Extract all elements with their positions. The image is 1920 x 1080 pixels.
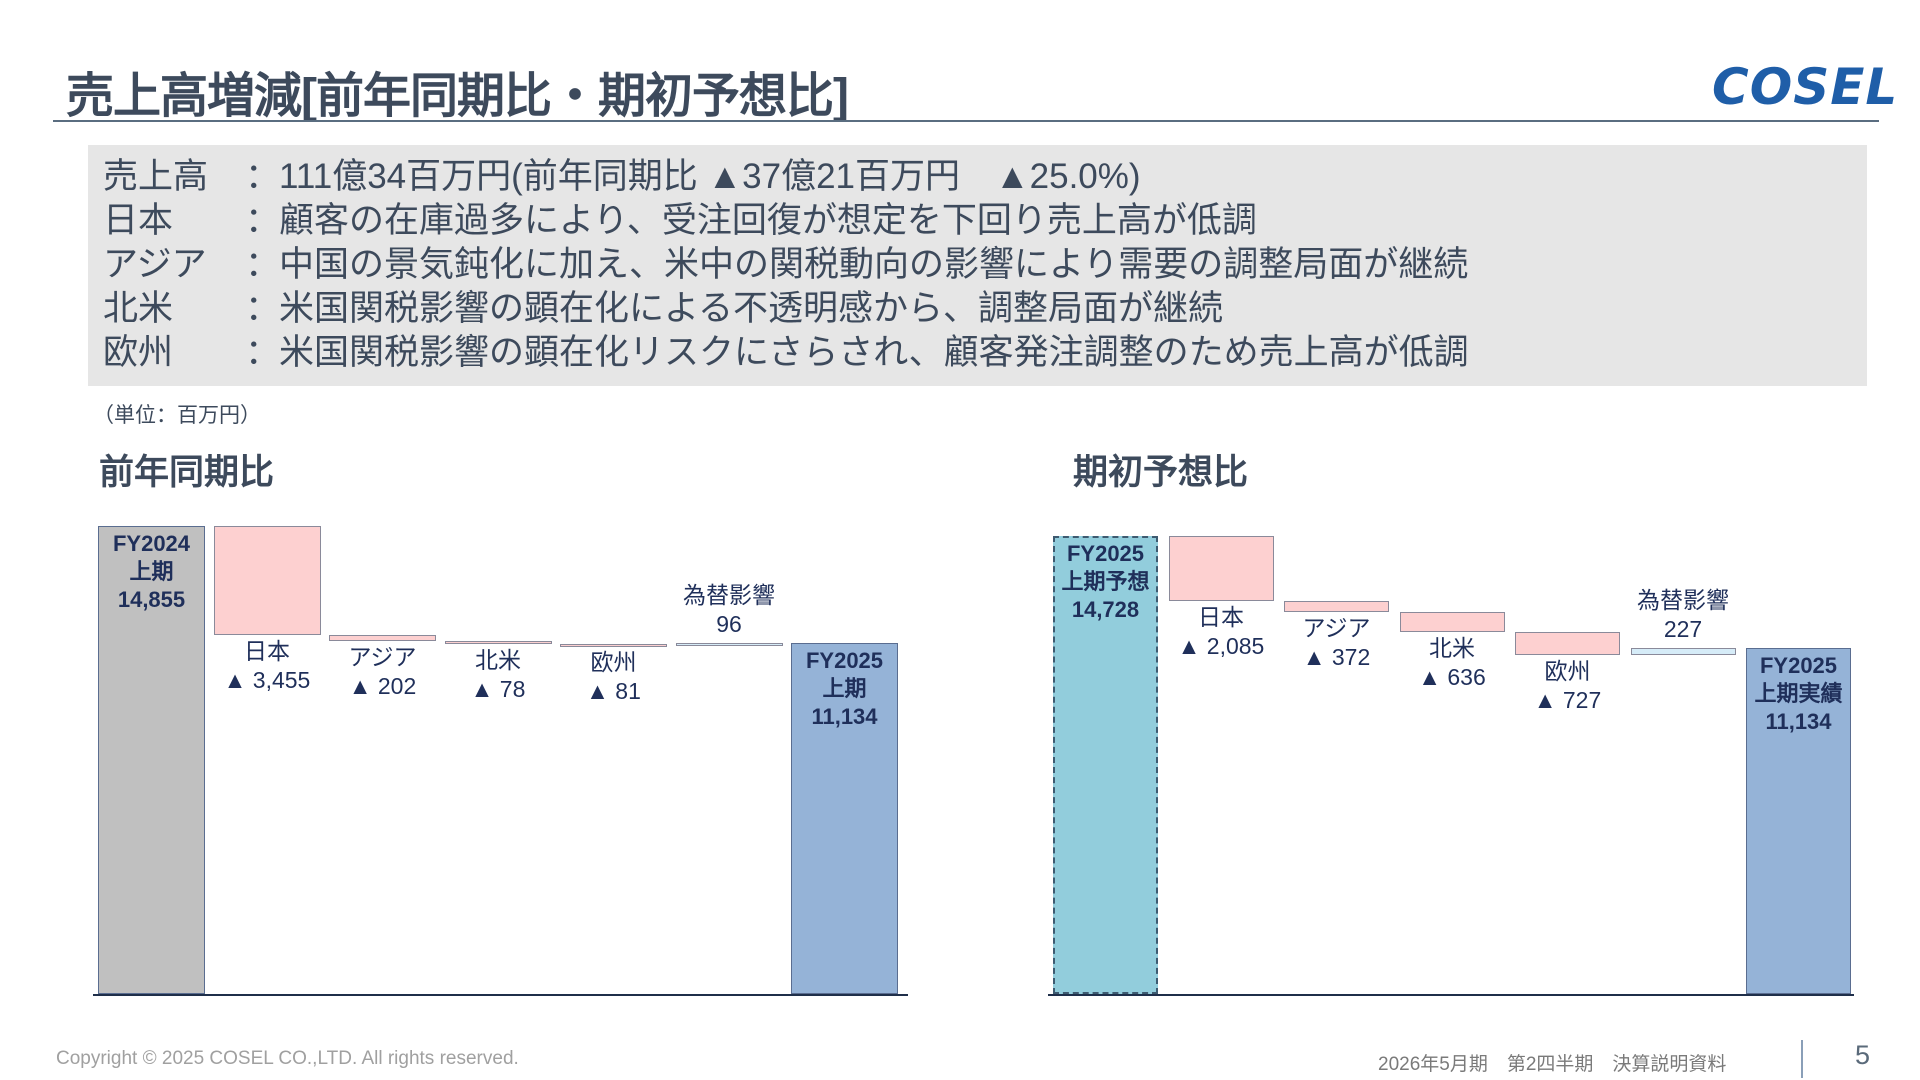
end-bar	[1746, 647, 1851, 994]
x-axis-line	[93, 994, 908, 996]
step-label: 為替影響 227	[1611, 586, 1756, 644]
summary-colon: ：	[245, 201, 281, 240]
summary-text: 111億34百万円(前年同期比 ▲37億21百万円 ▲25.0%)	[279, 157, 1141, 196]
step-bar	[444, 641, 552, 645]
bar-label-line: FY2025	[1759, 652, 1838, 678]
bar-label-line: FY2024	[112, 531, 191, 557]
start-bar	[1053, 535, 1158, 994]
start-bar-label: FY2024 上期 14,855	[90, 530, 213, 614]
step-bar	[329, 634, 436, 642]
footer-divider	[1801, 1040, 1803, 1078]
bar-label-line: 14,728	[1071, 596, 1140, 622]
summary-text: 顧客の在庫過多により、受注回復が想定を下回り売上高が低調	[279, 201, 1257, 240]
step-value: ▲ 78	[470, 675, 526, 702]
step-name: 為替影響	[1637, 586, 1729, 613]
summary-colon: ：	[245, 289, 281, 328]
step-label: 北米 ▲ 78	[425, 646, 572, 704]
bar-label-line: FY2025	[1066, 540, 1145, 566]
step-value: ▲ 3,455	[223, 666, 311, 693]
x-axis-line	[1048, 994, 1854, 996]
cosel-logo: COSEL	[1712, 58, 1899, 116]
summary-colon: ：	[245, 245, 281, 284]
step-bar	[1515, 632, 1620, 655]
chart-title-yoy: 前年同期比	[99, 453, 275, 492]
bar-label-line: 上期予想	[1061, 568, 1150, 594]
step-value: ▲ 727	[1533, 686, 1602, 713]
bar-label-line: 11,134	[811, 704, 878, 730]
step-label: アジア ▲ 372	[1264, 614, 1409, 672]
start-bar	[98, 526, 205, 994]
page-number: 5	[1855, 1040, 1871, 1070]
end-bar	[791, 643, 898, 994]
step-value: ▲ 81	[586, 678, 641, 705]
summary-label: アジア	[103, 245, 207, 284]
step-label: 日本 ▲ 2,085	[1149, 603, 1294, 661]
step-name: 欧州	[590, 649, 637, 676]
end-bar-label: FY2025 上期 11,134	[783, 647, 906, 731]
step-label: 欧州 ▲ 727	[1495, 657, 1640, 715]
page-title: 売上高増減[前年同期比・期初予想比]	[66, 70, 849, 123]
summary-colon: ：	[245, 157, 281, 196]
step-name: アジア	[1302, 615, 1371, 642]
step-label: アジア ▲ 202	[309, 643, 456, 701]
step-bar	[560, 643, 667, 647]
step-value: ▲ 202	[348, 673, 417, 700]
start-bar-label: FY2025 上期予想 14,728	[1045, 540, 1166, 624]
step-bar	[213, 526, 321, 635]
summary-label: 北米	[103, 289, 174, 328]
step-name: 欧州	[1544, 657, 1591, 684]
bar-label-line: 14,855	[117, 587, 186, 613]
bar-label-line: 上期実績	[1754, 680, 1843, 706]
summary-label: 日本	[103, 201, 174, 240]
bar-label-line: FY2025	[805, 648, 884, 674]
bar-label-line: 上期	[822, 676, 867, 702]
summary-colon: ：	[245, 333, 281, 372]
step-bar	[1168, 535, 1274, 601]
step-value: ▲ 372	[1302, 644, 1371, 671]
end-bar-label: FY2025 上期実績 11,134	[1738, 652, 1859, 736]
step-label: 北米 ▲ 636	[1380, 634, 1525, 692]
step-name: 日本	[244, 637, 290, 664]
unit-note: （単位：百万円）	[93, 404, 261, 427]
summary-text: 米国関税影響の顕在化による不透明感から、調整局面が継続	[279, 289, 1223, 328]
step-name: 北米	[1429, 635, 1475, 662]
step-bar	[675, 643, 783, 647]
step-label: 為替影響 96	[656, 581, 803, 639]
step-value: ▲ 636	[1418, 664, 1486, 691]
summary-text: 中国の景気鈍化に加え、米中の関税動向の影響により需要の調整局面が継続	[279, 245, 1469, 284]
step-label: 欧州 ▲ 81	[540, 648, 687, 706]
step-label: 日本 ▲ 3,455	[194, 637, 341, 695]
step-name: 為替影響	[683, 582, 775, 609]
step-value: 96	[716, 611, 742, 638]
summary-label: 売上高	[103, 157, 209, 196]
step-bar	[1284, 600, 1389, 613]
step-name: アジア	[348, 644, 417, 671]
step-value: ▲ 2,085	[1177, 632, 1265, 659]
step-bar	[1399, 612, 1505, 633]
chart-title-vs-forecast: 期初予想比	[1073, 453, 1249, 492]
step-name: 日本	[1198, 603, 1244, 630]
copyright: Copyright © 2025 COSEL CO.,LTD. All righ…	[56, 1048, 519, 1069]
step-name: 北米	[475, 646, 521, 673]
step-value: 227	[1663, 615, 1703, 642]
bar-label-line: 11,134	[1765, 708, 1832, 734]
summary-box: 売上高 ： 111億34百万円(前年同期比 ▲37億21百万円 ▲25.0%) …	[88, 145, 1867, 386]
document-name: 2026年5月期 第2四半期 決算説明資料	[1378, 1054, 1727, 1075]
waterfall-chart-yoy: FY2024 上期 14,855 日本 ▲ 3,455 アジア ▲ 202 北米 ▲ 78 欧州 ▲…	[93, 490, 908, 1000]
step-bar	[1630, 647, 1736, 655]
summary-label: 欧州	[103, 333, 174, 372]
title-divider	[53, 120, 1879, 122]
waterfall-chart-vs-forecast: FY2025 上期予想 14,728 日本 ▲ 2,085 アジア ▲ 372 北米 ▲ 636…	[1048, 490, 1854, 1000]
bar-label-line: 上期	[129, 559, 174, 585]
summary-text: 米国関税影響の顕在化リスクにさらされ、顧客発注調整のため売上高が低調	[279, 333, 1469, 372]
